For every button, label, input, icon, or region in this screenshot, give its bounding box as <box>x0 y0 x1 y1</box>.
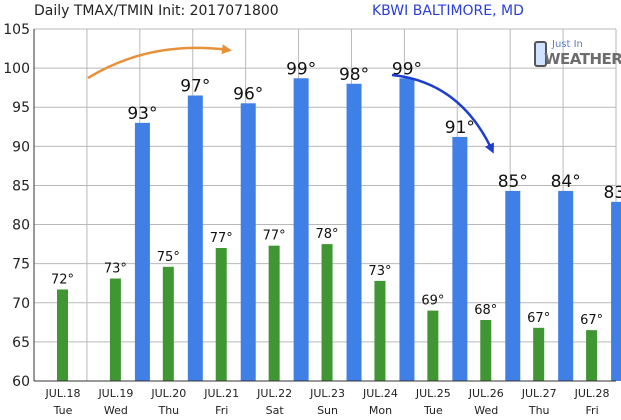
y-tick-label: 100 <box>3 61 30 77</box>
tmin-data-label: 67° <box>527 311 550 326</box>
tmax-bar <box>240 103 256 382</box>
tmin-data-label: 72° <box>51 272 74 287</box>
tmax-bar <box>346 83 362 381</box>
y-tick-label: 105 <box>3 22 30 38</box>
y-tick-label: 90 <box>12 139 30 155</box>
x-day-label: Thu <box>528 404 550 417</box>
tmin-data-label: 77° <box>263 229 286 244</box>
tmax-data-label: 96° <box>233 84 263 104</box>
x-tick-label: JUL.18 <box>45 387 81 400</box>
chart-title: Daily TMAX/TMIN Init: 2017071800 <box>34 3 279 19</box>
y-tick-label: 75 <box>12 257 30 273</box>
tmin-data-label: 73° <box>104 262 127 277</box>
y-tick-label: 80 <box>12 218 30 234</box>
y-tick-label: 65 <box>12 335 30 351</box>
tmin-bar <box>533 327 545 381</box>
phone-icon <box>534 41 547 67</box>
tmax-bar <box>399 78 415 381</box>
tmin-bar <box>109 278 121 381</box>
y-tick-label: 70 <box>12 296 30 312</box>
tmin-data-label: 75° <box>157 250 180 265</box>
labels-layer: 72° 73° 93° 75° 97° 77° 96° 77° 99° 78° 98° 73° 99° 6… <box>51 59 621 328</box>
tmin-bar <box>427 310 439 381</box>
x-day-label: Wed <box>104 404 128 417</box>
tmin-bar <box>480 319 492 381</box>
x-day-label: Wed <box>474 404 498 417</box>
tmax-data-label: 91° <box>445 118 475 138</box>
x-tick-label: JUL.25 <box>415 387 451 400</box>
x-day-label: Fri <box>215 404 228 417</box>
tmin-bar <box>321 244 333 381</box>
tmax-bar <box>187 95 203 381</box>
tmin-data-label: 78° <box>316 227 339 242</box>
brand-logo: Just In WEATHER <box>528 38 621 72</box>
logo-line2: WEATHER <box>544 50 621 68</box>
tmax-data-label: 99° <box>286 59 316 79</box>
x-tick-label: JUL.19 <box>97 387 133 400</box>
x-day-label: Sun <box>317 404 338 417</box>
x-tick-label: JUL.26 <box>468 387 504 400</box>
tmin-bar <box>162 266 174 381</box>
x-tick-label: JUL.20 <box>150 387 186 400</box>
tmin-bar <box>215 248 227 381</box>
tmax-bar <box>505 190 521 381</box>
tmax-bar <box>452 136 468 381</box>
tmin-bar <box>57 289 68 381</box>
tmax-data-label: 97° <box>180 76 210 96</box>
x-day-label: Fri <box>586 404 599 417</box>
x-day-label: Mon <box>369 404 392 417</box>
station-label: KBWI BALTIMORE, MD <box>372 3 524 19</box>
tmin-data-label: 69° <box>421 294 444 309</box>
x-tick-label: JUL.24 <box>362 387 398 400</box>
tmin-data-label: 68° <box>474 303 497 318</box>
x-tick-label: JUL.22 <box>256 387 292 400</box>
x-tick-label: JUL.28 <box>574 387 610 400</box>
x-tick-label: JUL.23 <box>309 387 345 400</box>
tmax-data-label: 93° <box>127 104 157 124</box>
cooling-trend-arrow <box>391 73 494 154</box>
x-tick-label: JUL.27 <box>521 387 557 400</box>
x-day-label: Tue <box>423 404 443 417</box>
x-day-label: Sat <box>266 404 285 417</box>
tmax-bar <box>134 122 150 381</box>
warming-trend-arrow <box>87 44 232 80</box>
tmax-data-label: 85° <box>498 172 528 192</box>
tmax-bar <box>558 190 574 381</box>
tmin-bar <box>586 330 598 381</box>
tmin-data-label: 77° <box>210 231 233 246</box>
tmin-bar <box>268 245 280 381</box>
y-tick-label: 60 <box>12 374 30 390</box>
y-tick-label: 85 <box>12 178 30 194</box>
tmax-data-label: 98° <box>339 65 369 85</box>
logo-line1: Just In <box>552 39 583 50</box>
tmin-data-label: 67° <box>580 313 603 328</box>
tmin-bar <box>374 280 386 381</box>
tmax-data-label: 99° <box>392 59 422 79</box>
x-day-label: Thu <box>157 404 179 417</box>
tmin-data-label: 73° <box>368 264 391 279</box>
x-tick-label: JUL.21 <box>203 387 239 400</box>
tmax-bar <box>293 78 309 381</box>
tmax-data-label: 84° <box>551 172 581 192</box>
tmax-bar <box>611 201 621 381</box>
bars-layer <box>57 78 621 382</box>
x-day-label: Tue <box>53 404 73 417</box>
axis-layer: 60 65 70 75 80 85 90 95 100 105 JUL.18 Tue JUL.19 Wed… <box>3 22 616 417</box>
y-tick-label: 95 <box>12 100 30 116</box>
tmax-data-label: 83° <box>604 183 621 203</box>
